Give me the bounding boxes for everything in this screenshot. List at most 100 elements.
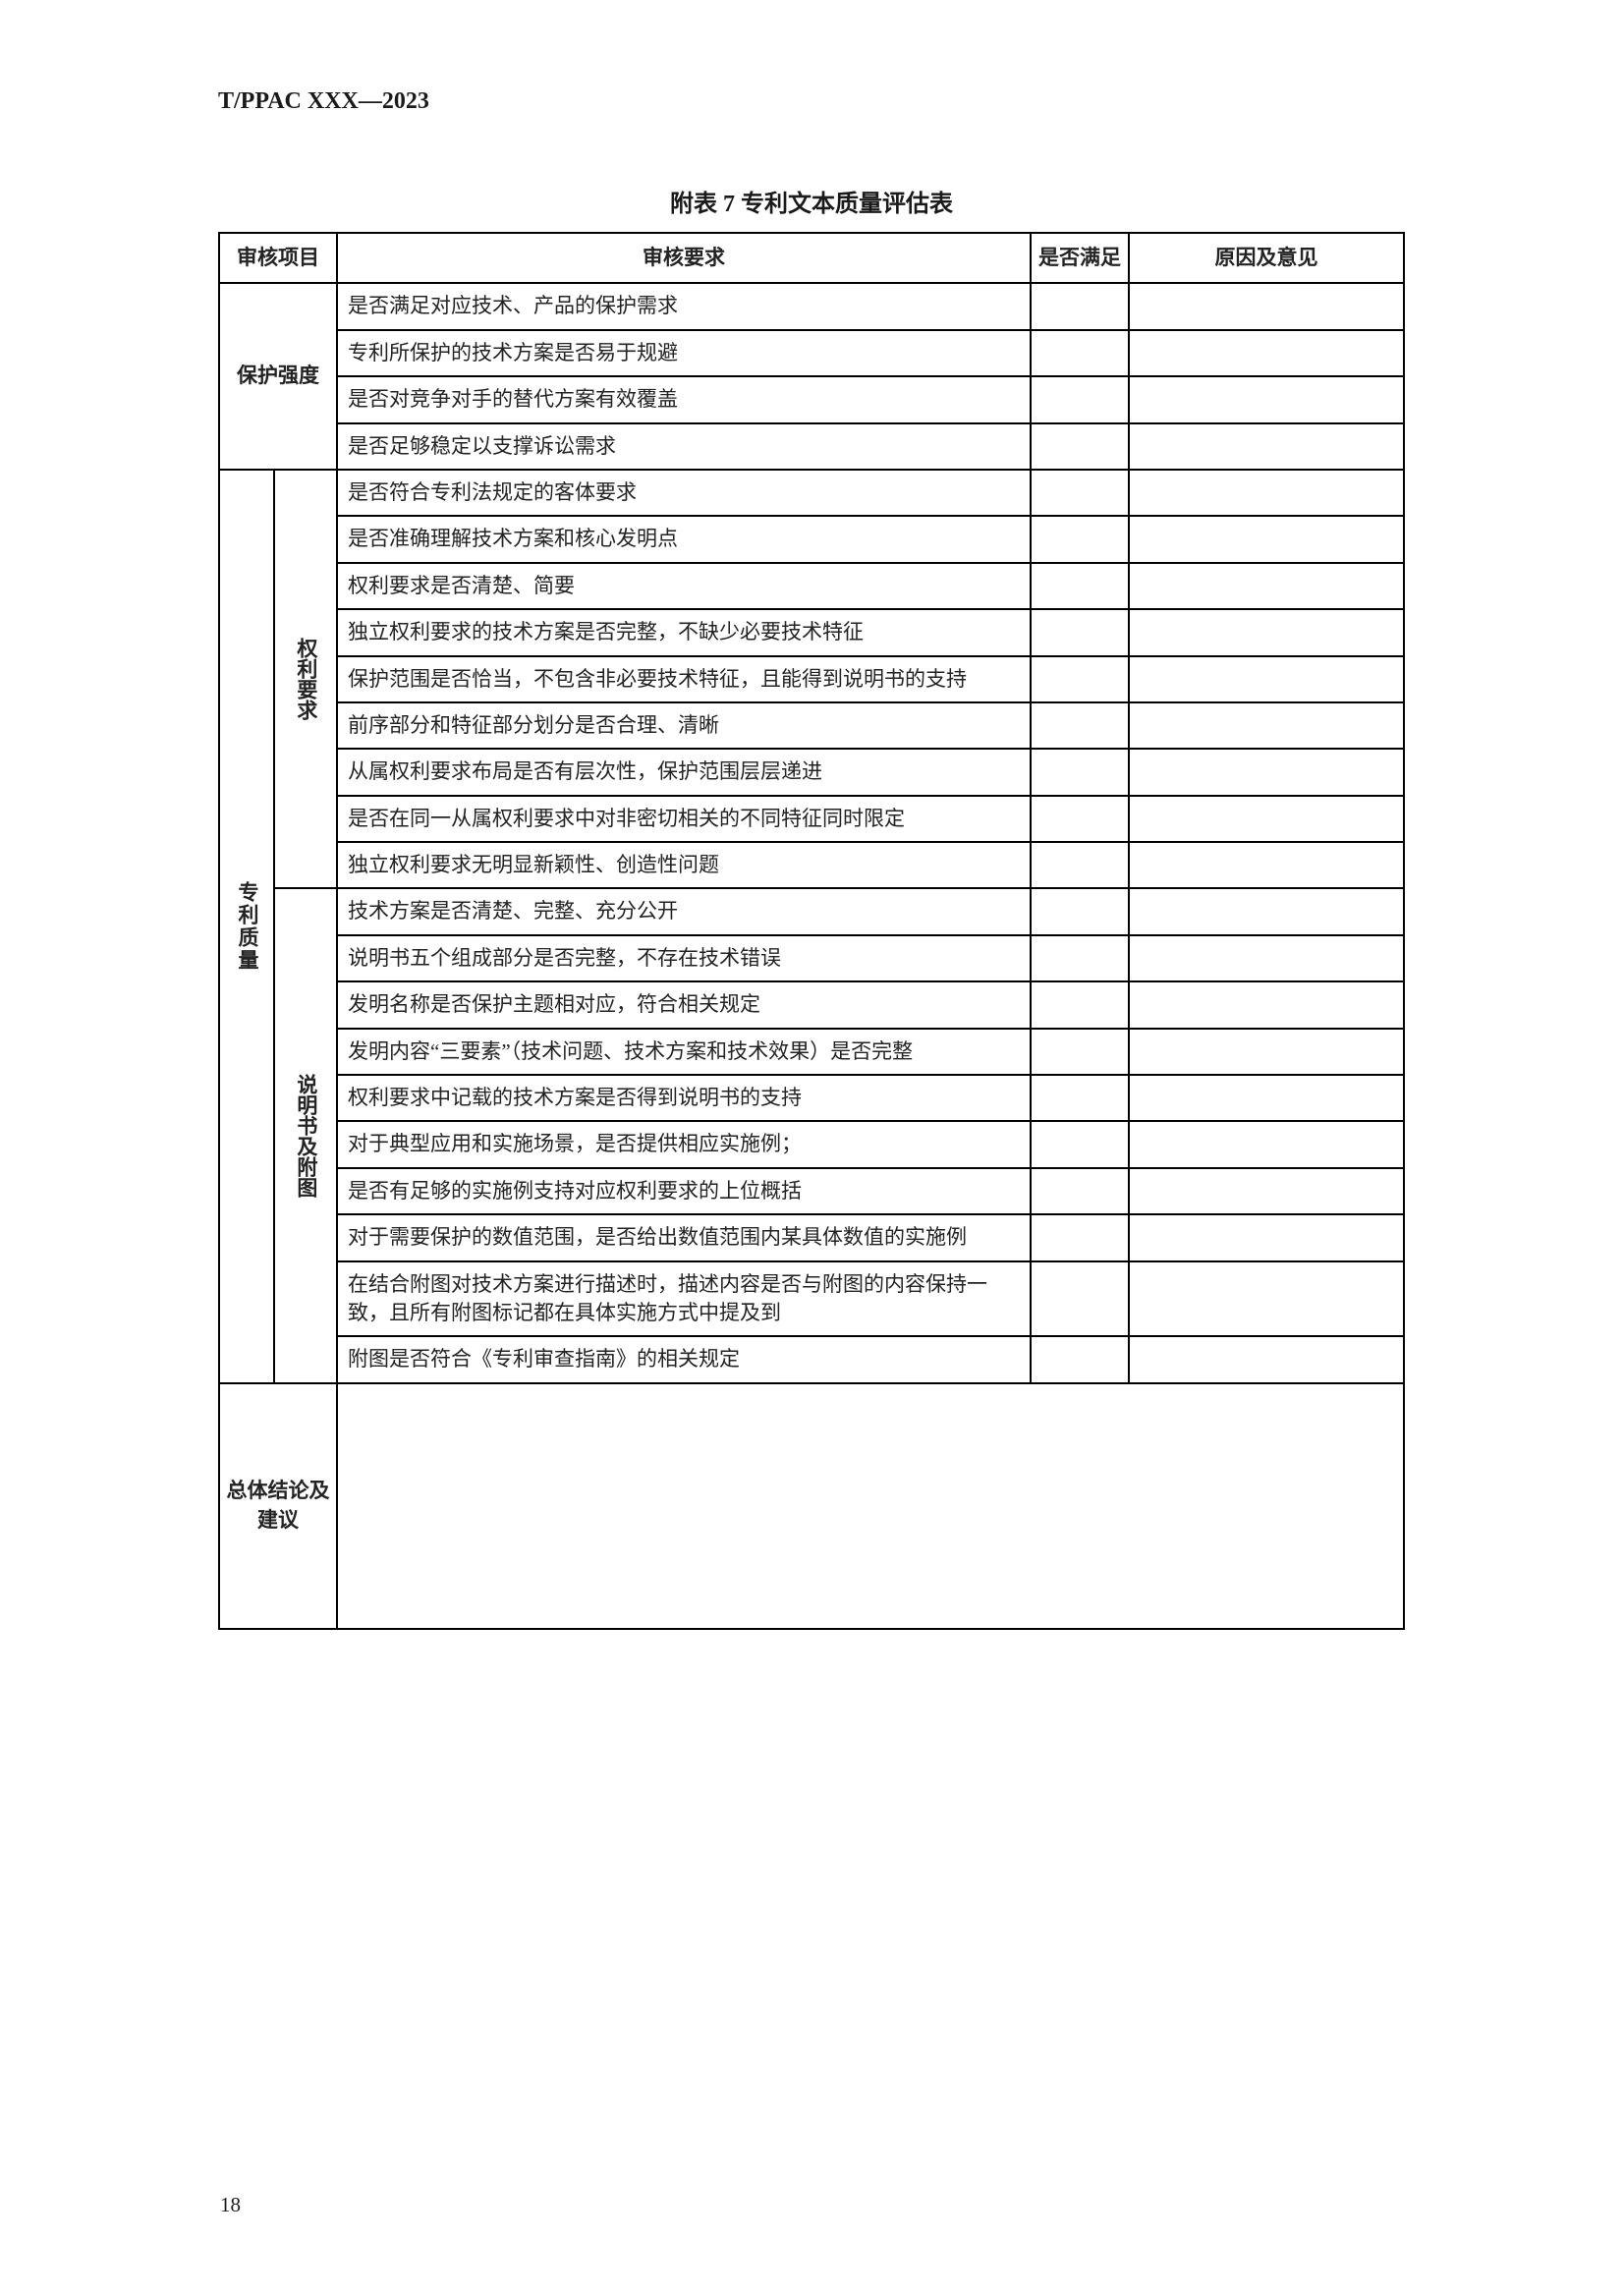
satisfy-cell <box>1031 516 1129 562</box>
table-row: 保护范围是否恰当，不包含非必要技术特征，且能得到说明书的支持 <box>219 656 1404 702</box>
cat2-label: 专利质量 <box>219 470 274 1383</box>
header-col3: 是否满足 <box>1031 233 1129 283</box>
reason-cell <box>1129 1214 1404 1260</box>
reason-cell <box>1129 283 1404 329</box>
requirement-cell: 技术方案是否清楚、完整、充分公开 <box>337 888 1031 934</box>
sub2-label: 说明书及附图 <box>274 888 337 1382</box>
table-row: 是否对竞争对手的替代方案有效覆盖 <box>219 376 1404 422</box>
table-row: 专利质量 权利要求 是否符合专利法规定的客体要求 <box>219 470 1404 516</box>
reason-cell <box>1129 749 1404 795</box>
satisfy-cell <box>1031 842 1129 888</box>
satisfy-cell <box>1031 1336 1129 1382</box>
requirement-cell: 在结合附图对技术方案进行描述时，描述内容是否与附图的内容保持一致，且所有附图标记… <box>337 1261 1031 1337</box>
header-row: 审核项目 审核要求 是否满足 原因及意见 <box>219 233 1404 283</box>
reason-cell <box>1129 1261 1404 1337</box>
satisfy-cell <box>1031 609 1129 655</box>
requirement-cell: 专利所保护的技术方案是否易于规避 <box>337 330 1031 376</box>
table-title: 附表 7 专利文本质量评估表 <box>218 184 1405 218</box>
reason-cell <box>1129 330 1404 376</box>
satisfy-cell <box>1031 1261 1129 1337</box>
sub1-label: 权利要求 <box>274 470 337 889</box>
table-row: 专利所保护的技术方案是否易于规避 <box>219 330 1404 376</box>
satisfy-cell <box>1031 376 1129 422</box>
requirement-cell: 是否对竞争对手的替代方案有效覆盖 <box>337 376 1031 422</box>
requirement-cell: 保护范围是否恰当，不包含非必要技术特征，且能得到说明书的支持 <box>337 656 1031 702</box>
reason-cell <box>1129 376 1404 422</box>
requirement-cell: 是否足够稳定以支撑诉讼需求 <box>337 423 1031 470</box>
satisfy-cell <box>1031 1214 1129 1260</box>
requirement-cell: 发明名称是否保护主题相对应，符合相关规定 <box>337 981 1031 1028</box>
table-row: 是否准确理解技术方案和核心发明点 <box>219 516 1404 562</box>
header-col2: 审核要求 <box>337 233 1031 283</box>
table-row: 对于典型应用和实施场景，是否提供相应实施例； <box>219 1121 1404 1167</box>
table-row: 独立权利要求无明显新颖性、创造性问题 <box>219 842 1404 888</box>
header-col1: 审核项目 <box>219 233 337 283</box>
reason-cell <box>1129 470 1404 516</box>
reason-cell <box>1129 609 1404 655</box>
header-col4: 原因及意见 <box>1129 233 1404 283</box>
table-row: 权利要求是否清楚、简要 <box>219 563 1404 609</box>
requirement-cell: 附图是否符合《专利审查指南》的相关规定 <box>337 1336 1031 1382</box>
reason-cell <box>1129 423 1404 470</box>
requirement-cell: 说明书五个组成部分是否完整，不存在技术错误 <box>337 935 1031 981</box>
satisfy-cell <box>1031 749 1129 795</box>
reason-cell <box>1129 981 1404 1028</box>
conclusion-cell <box>337 1383 1404 1629</box>
reason-cell <box>1129 702 1404 749</box>
table-row: 是否有足够的实施例支持对应权利要求的上位概括 <box>219 1168 1404 1214</box>
requirement-cell: 独立权利要求的技术方案是否完整，不缺少必要技术特征 <box>337 609 1031 655</box>
page-number: 18 <box>220 2193 241 2217</box>
requirement-cell: 是否准确理解技术方案和核心发明点 <box>337 516 1031 562</box>
requirement-cell: 独立权利要求无明显新颖性、创造性问题 <box>337 842 1031 888</box>
table-row: 保护强度 是否满足对应技术、产品的保护需求 <box>219 283 1404 329</box>
satisfy-cell <box>1031 702 1129 749</box>
requirement-cell: 对于需要保护的数值范围，是否给出数值范围内某具体数值的实施例 <box>337 1214 1031 1260</box>
reason-cell <box>1129 1168 1404 1214</box>
table-row: 从属权利要求布局是否有层次性，保护范围层层递进 <box>219 749 1404 795</box>
satisfy-cell <box>1031 1121 1129 1167</box>
evaluation-table: 审核项目 审核要求 是否满足 原因及意见 保护强度 是否满足对应技术、产品的保护… <box>218 232 1405 1630</box>
requirement-cell: 发明内容“三要素”（技术问题、技术方案和技术效果）是否完整 <box>337 1029 1031 1075</box>
reason-cell <box>1129 563 1404 609</box>
table-row: 发明内容“三要素”（技术问题、技术方案和技术效果）是否完整 <box>219 1029 1404 1075</box>
table-row: 对于需要保护的数值范围，是否给出数值范围内某具体数值的实施例 <box>219 1214 1404 1260</box>
reason-cell <box>1129 796 1404 842</box>
requirement-cell: 权利要求中记载的技术方案是否得到说明书的支持 <box>337 1075 1031 1121</box>
satisfy-cell <box>1031 935 1129 981</box>
requirement-cell: 从属权利要求布局是否有层次性，保护范围层层递进 <box>337 749 1031 795</box>
satisfy-cell <box>1031 283 1129 329</box>
requirement-cell: 是否在同一从属权利要求中对非密切相关的不同特征同时限定 <box>337 796 1031 842</box>
reason-cell <box>1129 656 1404 702</box>
conclusion-label: 总体结论及建议 <box>219 1383 337 1629</box>
satisfy-cell <box>1031 330 1129 376</box>
table-row: 独立权利要求的技术方案是否完整，不缺少必要技术特征 <box>219 609 1404 655</box>
table-row: 权利要求中记载的技术方案是否得到说明书的支持 <box>219 1075 1404 1121</box>
doc-header: T/PPAC XXX—2023 <box>218 88 1405 115</box>
reason-cell <box>1129 1029 1404 1075</box>
satisfy-cell <box>1031 656 1129 702</box>
table-row: 前序部分和特征部分划分是否合理、清晰 <box>219 702 1404 749</box>
conclusion-row: 总体结论及建议 <box>219 1383 1404 1629</box>
requirement-cell: 权利要求是否清楚、简要 <box>337 563 1031 609</box>
satisfy-cell <box>1031 888 1129 934</box>
table-row: 是否足够稳定以支撑诉讼需求 <box>219 423 1404 470</box>
reason-cell <box>1129 516 1404 562</box>
reason-cell <box>1129 1336 1404 1382</box>
page-container: T/PPAC XXX—2023 附表 7 专利文本质量评估表 审核项目 审核要求… <box>0 0 1623 1689</box>
satisfy-cell <box>1031 1168 1129 1214</box>
satisfy-cell <box>1031 1029 1129 1075</box>
requirement-cell: 是否满足对应技术、产品的保护需求 <box>337 283 1031 329</box>
satisfy-cell <box>1031 423 1129 470</box>
table-row: 发明名称是否保护主题相对应，符合相关规定 <box>219 981 1404 1028</box>
table-row: 在结合附图对技术方案进行描述时，描述内容是否与附图的内容保持一致，且所有附图标记… <box>219 1261 1404 1337</box>
table-row: 是否在同一从属权利要求中对非密切相关的不同特征同时限定 <box>219 796 1404 842</box>
satisfy-cell <box>1031 1075 1129 1121</box>
requirement-cell: 是否有足够的实施例支持对应权利要求的上位概括 <box>337 1168 1031 1214</box>
satisfy-cell <box>1031 981 1129 1028</box>
reason-cell <box>1129 935 1404 981</box>
table-row: 说明书五个组成部分是否完整，不存在技术错误 <box>219 935 1404 981</box>
cat1-label: 保护强度 <box>219 283 337 470</box>
requirement-cell: 前序部分和特征部分划分是否合理、清晰 <box>337 702 1031 749</box>
table-row: 说明书及附图 技术方案是否清楚、完整、充分公开 <box>219 888 1404 934</box>
table-row: 附图是否符合《专利审查指南》的相关规定 <box>219 1336 1404 1382</box>
